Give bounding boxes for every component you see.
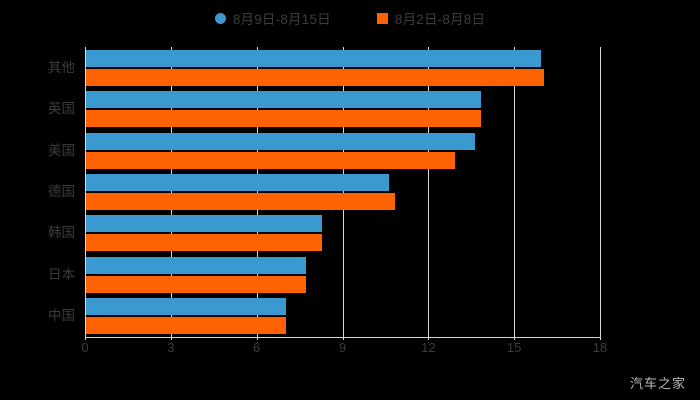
x-axis-tick-mark xyxy=(600,334,601,340)
y-axis-label: 韩国 xyxy=(48,225,75,241)
watermark: 汽车之家 xyxy=(629,376,686,391)
circle-marker-icon xyxy=(214,12,226,24)
y-axis-label: 德国 xyxy=(48,184,75,199)
square-marker-icon xyxy=(376,12,388,24)
gridline xyxy=(256,47,258,337)
x-axis-tick-label: 18 xyxy=(592,340,608,355)
x-axis-tick-labels: 0 3 6 9 12 15 18 xyxy=(0,334,700,360)
bar xyxy=(86,215,323,233)
legend-label: 8月9日-8月15日 xyxy=(232,12,331,27)
bar xyxy=(86,193,395,210)
bar xyxy=(86,132,476,150)
x-axis-tick-label: 6 xyxy=(253,340,261,355)
legend-item[interactable]: 8月9日-8月15日 xyxy=(214,8,331,28)
bar xyxy=(86,256,307,274)
x-axis-tick-mark xyxy=(85,334,86,340)
y-axis-label: 美国 xyxy=(48,142,75,158)
chart-legend: 8月9日-8月15日 8月2日-8月8日 xyxy=(0,8,700,28)
x-axis-tick-label: 3 xyxy=(167,340,175,355)
y-axis-label: 日本 xyxy=(48,266,75,282)
x-axis-tick-mark xyxy=(170,334,172,340)
y-axis-label: 中国 xyxy=(48,308,75,324)
x-axis-tick-mark xyxy=(342,334,344,340)
x-axis-tick-mark xyxy=(428,334,430,340)
bar xyxy=(86,151,456,169)
plot-area xyxy=(85,47,601,337)
bar xyxy=(86,68,544,86)
gridline xyxy=(342,47,344,337)
bar xyxy=(86,298,287,316)
y-axis-label: 英国 xyxy=(48,101,75,117)
x-axis-tick-mark xyxy=(256,334,258,340)
gridline xyxy=(170,47,172,337)
y-axis-label: 其他 xyxy=(48,59,75,75)
bar xyxy=(86,49,541,67)
bar xyxy=(86,317,287,335)
bar xyxy=(86,110,481,128)
y-axis-category-labels: 其他英国美国德国韩国日本中国 xyxy=(0,47,85,337)
x-axis-tick-label: 0 xyxy=(81,340,89,355)
bar xyxy=(86,275,307,293)
bar xyxy=(86,234,323,252)
gridline xyxy=(428,47,430,337)
legend-item[interactable]: 8月2日-8月8日 xyxy=(376,8,486,28)
legend-label: 8月2日-8月8日 xyxy=(394,12,486,27)
y-axis-line xyxy=(85,47,86,337)
x-axis-tick-label: 9 xyxy=(338,340,347,355)
x-axis-tick-mark xyxy=(514,334,516,340)
x-axis-tick-label: 12 xyxy=(421,340,436,355)
gridline xyxy=(600,47,601,337)
x-axis-tick-label: 15 xyxy=(506,340,522,355)
bar xyxy=(86,91,481,109)
bar xyxy=(86,174,390,191)
gridline xyxy=(514,47,516,337)
